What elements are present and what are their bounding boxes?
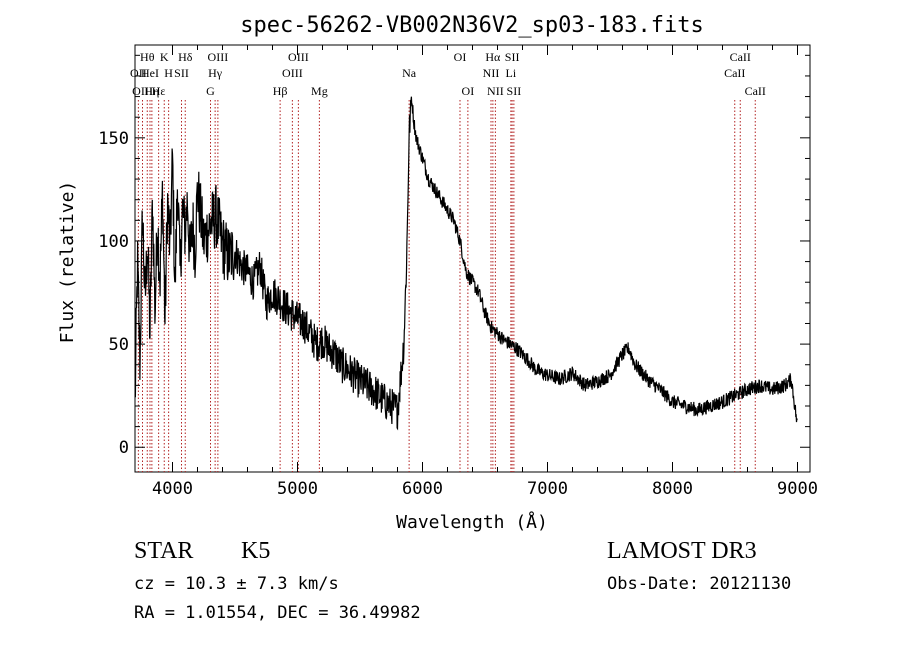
line-label-oi: OI [462, 84, 475, 98]
object-subclass: K5 [241, 538, 271, 564]
line-label-hβ: Hβ [273, 84, 288, 98]
line-label-h: H [164, 66, 173, 80]
x-axis-label: Wavelength (Å) [396, 511, 548, 533]
x-tick-label: 8000 [652, 479, 693, 499]
line-label-oiii: OIII [282, 66, 303, 80]
line-label-hγ: Hγ [208, 66, 223, 80]
x-tick-label: 6000 [402, 479, 443, 499]
line-label-oi: OI [454, 50, 467, 64]
line-label-sii: SII [174, 66, 189, 80]
line-label-oii: OII [130, 66, 147, 80]
line-label-na: Na [402, 66, 417, 80]
line-label-nii: NII [483, 66, 500, 80]
line-label-mg: Mg [311, 84, 328, 98]
line-label-caii: CaII [730, 50, 751, 64]
y-tick-label: 50 [109, 335, 129, 355]
line-label-oiii: OIII [288, 50, 309, 64]
x-tick-label: 9000 [777, 479, 818, 499]
y-axis-label: Flux (relative) [57, 181, 78, 344]
line-label-k: K [160, 50, 169, 64]
line-markers [137, 100, 756, 472]
line-label-hη: Hη [144, 84, 159, 98]
line-label-caii: CaII [745, 84, 766, 98]
ra-dec: RA = 1.01554, DEC = 36.49982 [134, 603, 421, 623]
y-tick-label: 0 [119, 438, 129, 458]
object-class: STAR [134, 538, 194, 564]
axes: 4000 5000 6000 7000 8000 9000 0 50 100 150 [98, 45, 818, 499]
line-label-caii: CaII [724, 66, 745, 80]
x-tick-label: 7000 [527, 479, 568, 499]
spectrum-line [134, 96, 798, 431]
y-tick-label: 150 [98, 129, 129, 149]
line-label-hε: Hε [152, 84, 166, 98]
line-label-hθ: Hθ [140, 50, 155, 64]
line-label-sii: SII [505, 50, 520, 64]
line-label-g: G [206, 84, 215, 98]
survey-name: LAMOST DR3 [607, 538, 757, 564]
redshift-cz: cz = 10.3 ± 7.3 km/s [134, 574, 339, 594]
x-tick-label: 5000 [277, 479, 318, 499]
observation-date: Obs-Date: 20121130 [607, 574, 792, 594]
line-label-hei: HeI [141, 66, 159, 80]
line-label-li: Li [506, 66, 517, 80]
chart-title: spec-56262-VB002N36V2_sp03-183.fits [240, 13, 704, 38]
line-label-oiii: OIII [208, 50, 229, 64]
line-label-hδ: Hδ [178, 50, 193, 64]
x-tick-label: 4000 [152, 479, 193, 499]
line-label-hα: Hα [485, 50, 501, 64]
line-label-sii: SII [507, 84, 522, 98]
y-tick-label: 100 [98, 232, 129, 252]
line-label-nii: NII [487, 84, 504, 98]
line-label-oiii: OIII [132, 84, 153, 98]
